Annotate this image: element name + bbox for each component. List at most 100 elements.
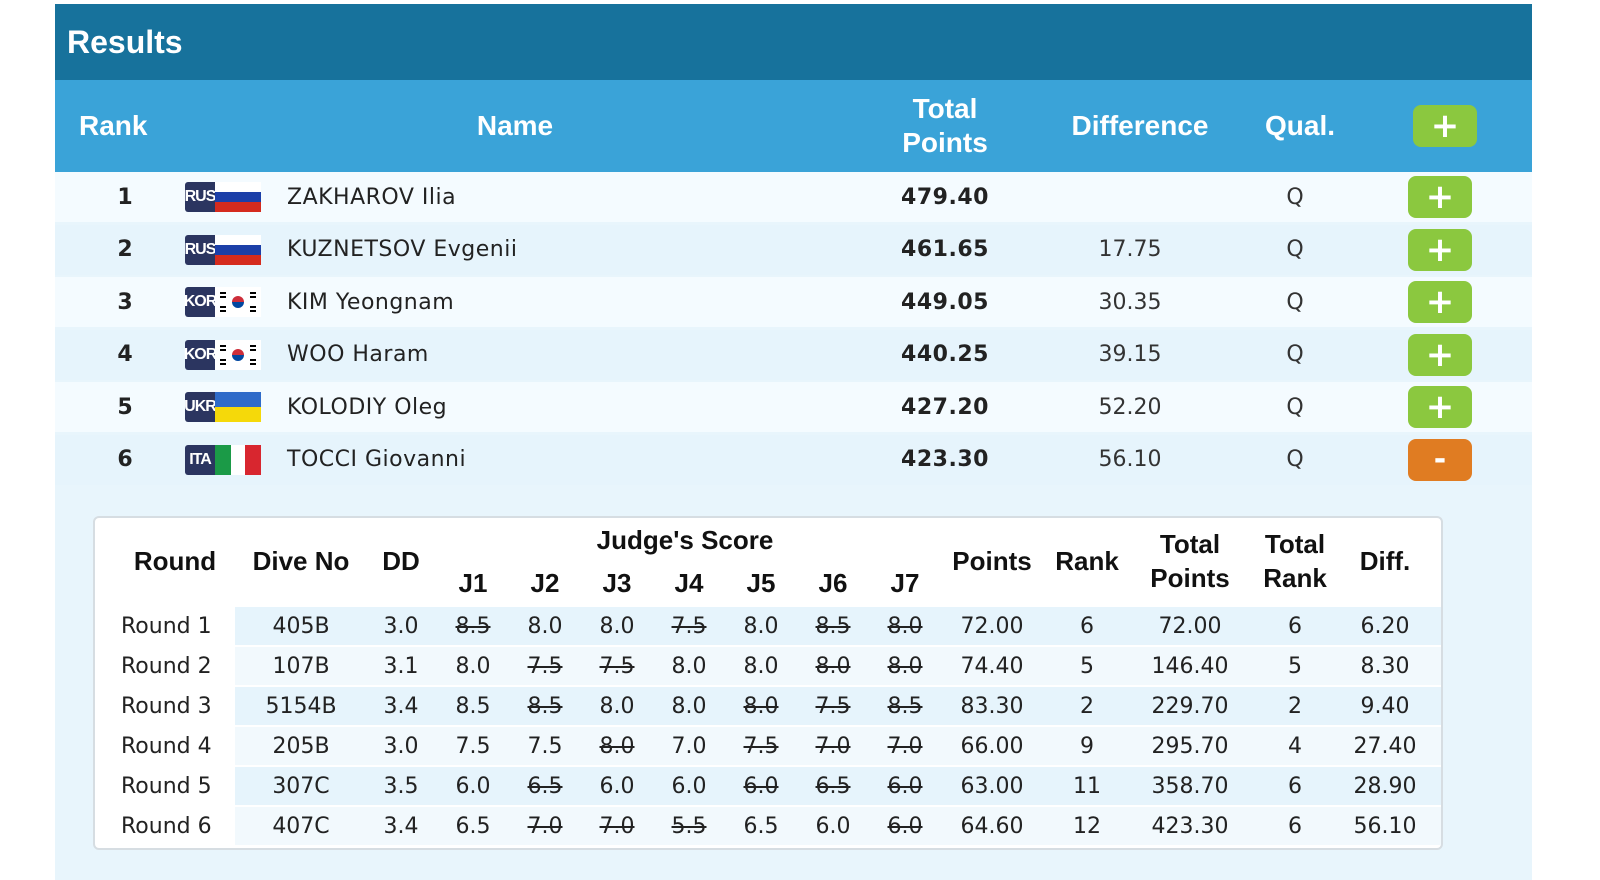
total-rank-header: Total Rank xyxy=(1263,529,1327,593)
judge-header-4: J4 xyxy=(674,568,704,598)
athlete-total-points: 449.05 xyxy=(901,289,989,315)
country-flag: ITA xyxy=(185,444,261,475)
judge-score-5: 8.0 xyxy=(743,693,779,719)
expand-row-button[interactable]: + xyxy=(1408,386,1472,428)
points-header: Points xyxy=(952,546,1032,576)
athlete-rank: 5 xyxy=(117,394,133,420)
athlete-qual: Q xyxy=(1286,289,1304,315)
judge-score-5: 6.5 xyxy=(743,813,779,839)
qual-header: Qual. xyxy=(1264,110,1335,141)
round-difference: 9.40 xyxy=(1360,693,1410,719)
dive-number: 307C xyxy=(272,773,330,799)
judge-score-5: 8.0 xyxy=(743,653,779,679)
judge-score-1: 6.0 xyxy=(455,773,491,799)
round-difference: 27.40 xyxy=(1353,733,1417,759)
row-band xyxy=(235,727,1441,765)
degree-of-difficulty: 3.1 xyxy=(383,653,419,679)
judge-score-3: 8.0 xyxy=(599,613,635,639)
cumulative-total-points: 358.70 xyxy=(1151,773,1229,799)
athlete-qual: Q xyxy=(1286,342,1304,367)
round-points: 83.30 xyxy=(960,693,1024,719)
round-difference: 56.10 xyxy=(1353,813,1417,839)
round-row: Round 4 205B 3.0 7.5 7.5 8.0 7.0 7.5 7.0 7.0 66.00… xyxy=(95,726,1441,766)
cumulative-total-rank: 4 xyxy=(1288,733,1302,759)
degree-of-difficulty: 3.4 xyxy=(383,693,419,719)
degree-of-difficulty: 3.0 xyxy=(383,613,419,639)
dive-number: 405B xyxy=(272,613,330,639)
dive-no-header: Dive No xyxy=(252,546,350,576)
expand-row-button[interactable]: + xyxy=(1408,176,1472,218)
judge-score-6: 8.5 xyxy=(815,613,851,639)
judge-score-6: 8.0 xyxy=(815,653,851,679)
round-difference: 28.90 xyxy=(1353,773,1417,799)
judge-score-7: 6.0 xyxy=(887,813,923,839)
round-rank: 12 xyxy=(1073,813,1101,839)
round-row: Round 5 307C 3.5 6.0 6.5 6.0 6.0 6.0 6.5 6.0 63.00… xyxy=(95,766,1441,806)
country-code: RUS xyxy=(185,182,216,212)
judges-score-header: Judge's Score xyxy=(596,525,774,555)
athlete-difference: 17.75 xyxy=(1098,237,1162,262)
round-label: Round 2 xyxy=(121,653,212,679)
flag-icon xyxy=(215,287,261,317)
expand-row-button[interactable]: + xyxy=(1408,333,1472,376)
round-label: Round 6 xyxy=(121,813,212,839)
athlete-name: TOCCI Giovanni xyxy=(287,447,467,472)
cumulative-total-rank: 6 xyxy=(1288,613,1302,639)
round-difference: 6.20 xyxy=(1360,613,1410,639)
athlete-total-points: 427.20 xyxy=(901,394,989,420)
judge-score-4: 8.0 xyxy=(671,693,707,719)
athlete-difference: 30.35 xyxy=(1098,289,1162,315)
judge-score-3: 8.0 xyxy=(599,693,635,719)
judge-score-2: 8.0 xyxy=(527,613,563,639)
dd-header: DD xyxy=(382,546,420,576)
athlete-row: 3 KOR KIM Yeongnam 449.05 30.35 Q + xyxy=(55,277,1532,327)
total-points-header-detail: Total Points xyxy=(1150,529,1230,593)
judge-score-1: 6.5 xyxy=(455,813,491,839)
collapse-row-button[interactable]: - xyxy=(1408,438,1472,481)
judge-score-4: 6.0 xyxy=(671,773,707,799)
row-band xyxy=(235,687,1441,725)
rank-header: Rank xyxy=(79,110,148,141)
judge-header-3: J3 xyxy=(602,568,632,598)
expand-row-button[interactable]: + xyxy=(1408,281,1472,323)
expand-all-button[interactable]: + xyxy=(1413,105,1477,147)
round-row: Round 1 405B 3.0 8.5 8.0 8.0 7.5 8.0 8.5 8.0 72.00… xyxy=(95,606,1441,646)
athlete-qual: Q xyxy=(1286,184,1304,210)
cumulative-total-rank: 5 xyxy=(1288,653,1302,679)
dive-number: 407C xyxy=(272,813,330,839)
athlete-name: KOLODIY Oleg xyxy=(287,394,448,420)
expand-row-button[interactable]: + xyxy=(1408,228,1472,271)
athlete-difference: 56.10 xyxy=(1098,447,1162,472)
round-label: Round 1 xyxy=(121,613,212,639)
judge-score-2: 7.0 xyxy=(527,813,563,839)
judge-score-7: 6.0 xyxy=(887,773,923,799)
dive-number: 5154B xyxy=(265,693,337,719)
cumulative-total-rank: 2 xyxy=(1288,693,1302,719)
judge-score-6: 7.5 xyxy=(815,693,851,719)
athlete-qual: Q xyxy=(1286,394,1304,420)
row-band xyxy=(235,807,1441,845)
judge-score-4: 7.0 xyxy=(671,733,707,759)
judge-score-6: 7.0 xyxy=(815,733,851,759)
judge-score-3: 6.0 xyxy=(599,773,635,799)
judge-score-3: 8.0 xyxy=(599,733,635,759)
rank-header-detail: Rank xyxy=(1055,546,1119,576)
results-title: Results xyxy=(67,23,183,60)
judge-header-1: J1 xyxy=(458,568,488,598)
judge-header-2: J2 xyxy=(530,568,560,598)
cumulative-total-rank: 6 xyxy=(1288,813,1302,839)
country-flag: RUS xyxy=(185,182,261,212)
athlete-row: 2 RUS KUZNETSOV Evgenii 461.65 17.75 Q + xyxy=(55,224,1532,275)
flag-icon xyxy=(215,234,261,265)
judge-score-7: 8.0 xyxy=(887,613,923,639)
athlete-name: KIM Yeongnam xyxy=(287,289,455,315)
country-code: ITA xyxy=(185,444,215,475)
athlete-difference: 39.15 xyxy=(1098,342,1162,367)
degree-of-difficulty: 3.4 xyxy=(383,813,419,839)
results-panel: Results Rank Name Total Points Differenc… xyxy=(55,4,1532,880)
athlete-row: 5 UKR KOLODIY Oleg 427.20 52.20 Q + xyxy=(55,382,1532,432)
round-points: 74.40 xyxy=(960,653,1024,679)
degree-of-difficulty: 3.0 xyxy=(383,733,419,759)
country-code: UKR xyxy=(184,392,217,422)
athlete-difference xyxy=(1075,172,1185,222)
